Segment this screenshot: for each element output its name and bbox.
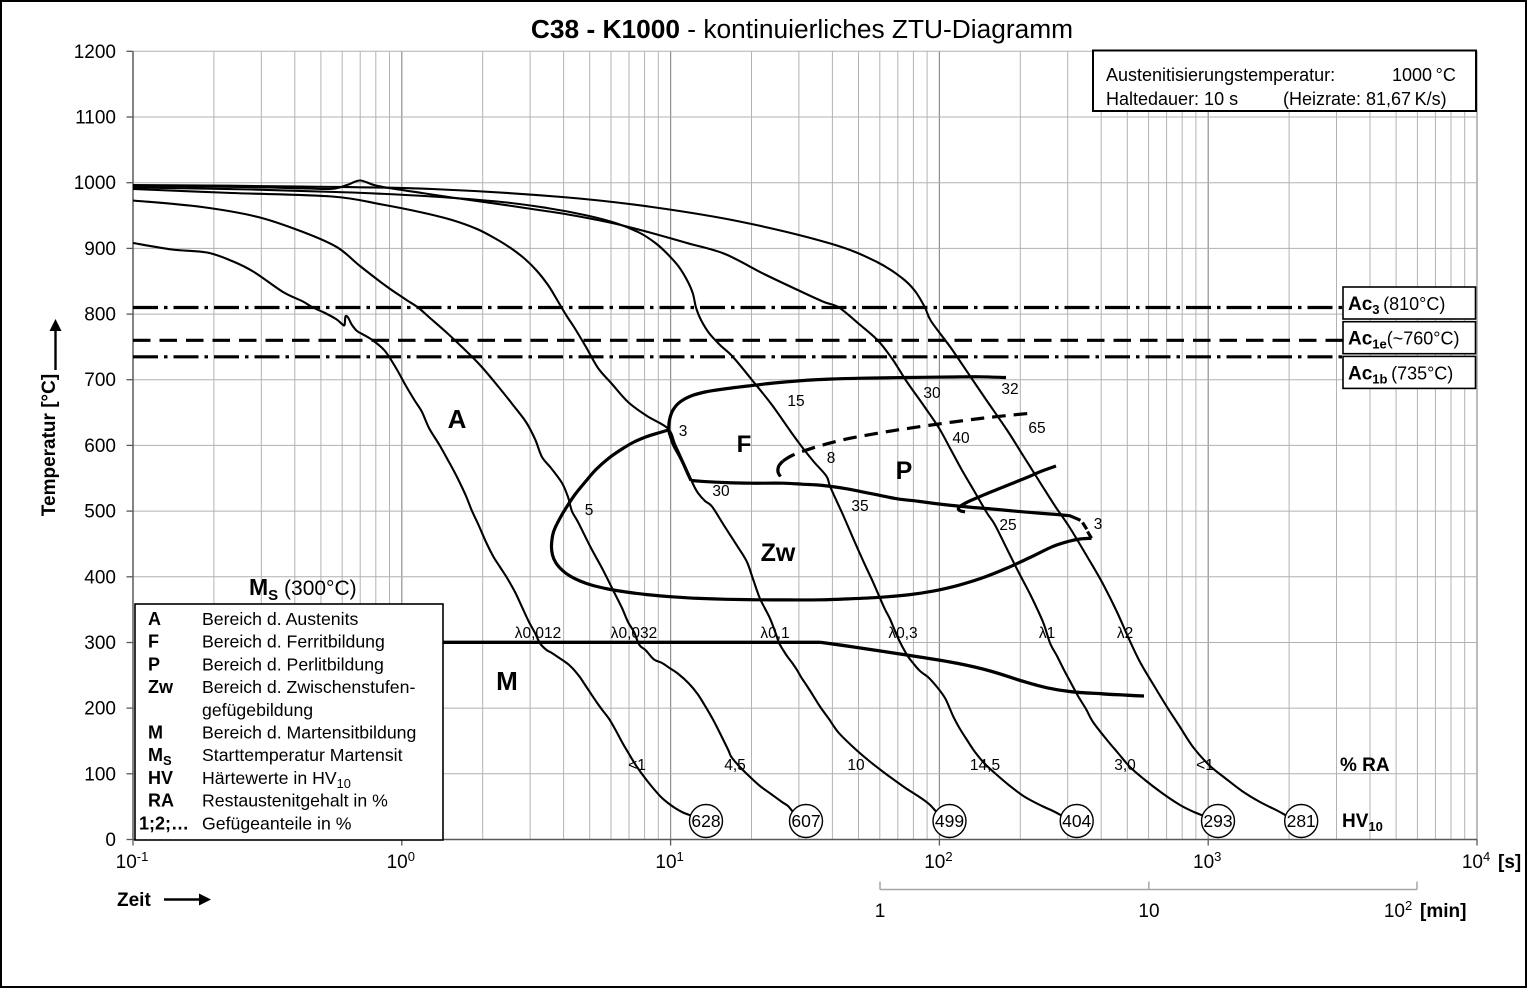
svg-text:300: 300 (84, 633, 116, 654)
svg-text:Ac3 (810°C): Ac3 (810°C) (1348, 294, 1445, 317)
svg-text:(Heizrate: 81,67 K/s): (Heizrate: 81,67 K/s) (1283, 89, 1447, 109)
svg-text:65: 65 (1028, 420, 1045, 437)
svg-text:λ0,032: λ0,032 (611, 625, 658, 642)
svg-text:F: F (737, 431, 752, 458)
svg-text:Bereich d. Zwischenstufen-: Bereich d. Zwischenstufen- (202, 677, 415, 697)
svg-text:Bereich d. Martensitbildung: Bereich d. Martensitbildung (202, 723, 416, 743)
svg-text:40: 40 (952, 430, 970, 447)
svg-text:Ac1e(~760°C): Ac1e(~760°C) (1348, 329, 1460, 352)
svg-text:101: 101 (655, 849, 683, 873)
svg-text:HV: HV (148, 768, 173, 788)
svg-text:Temperatur [°C]: Temperatur [°C] (39, 374, 60, 516)
svg-text:Haltedauer: 10 s: Haltedauer: 10 s (1106, 89, 1238, 109)
svg-text:281: 281 (1287, 811, 1316, 831)
svg-text:Ac1b (735°C): Ac1b (735°C) (1348, 363, 1453, 386)
svg-text:P: P (896, 457, 913, 485)
svg-text:900: 900 (84, 239, 116, 260)
svg-text:RA: RA (148, 791, 174, 811)
svg-text:35: 35 (851, 498, 868, 515)
svg-text:λ1: λ1 (1039, 625, 1055, 642)
svg-text:λ2: λ2 (1117, 625, 1133, 642)
svg-text:800: 800 (84, 305, 116, 326)
svg-text:102: 102 (924, 849, 952, 873)
svg-text:1;2;…: 1;2;… (139, 813, 189, 833)
svg-text:3: 3 (1094, 516, 1103, 533)
svg-text:Zw: Zw (148, 677, 174, 697)
svg-text:Austenitisierungstemperatur:: Austenitisierungstemperatur: (1106, 65, 1335, 85)
svg-text:% RA: % RA (1340, 755, 1390, 776)
svg-text:Bereich d. Perlitbildung: Bereich d. Perlitbildung (202, 654, 384, 674)
svg-text:0: 0 (105, 830, 116, 851)
svg-text:Bereich d. Ferritbildung: Bereich d. Ferritbildung (202, 632, 385, 652)
svg-text:700: 700 (84, 370, 116, 391)
svg-text:3,0: 3,0 (1114, 757, 1136, 774)
svg-text:Zw: Zw (761, 539, 796, 567)
svg-text:404: 404 (1062, 811, 1091, 831)
svg-text:[s]: [s] (1498, 852, 1521, 873)
svg-text:3: 3 (679, 423, 688, 440)
svg-text:MS (300°C): MS (300°C) (249, 574, 357, 604)
svg-text:293: 293 (1203, 811, 1232, 831)
svg-text:gefügebildung: gefügebildung (202, 700, 313, 720)
svg-text:1000 °C: 1000 °C (1392, 65, 1456, 85)
svg-text:A: A (448, 404, 467, 434)
svg-text:F: F (148, 632, 159, 652)
svg-text:600: 600 (84, 436, 116, 457)
svg-text:1200: 1200 (74, 42, 116, 63)
svg-text:5: 5 (585, 502, 594, 519)
svg-text:25: 25 (999, 517, 1016, 534)
svg-text:P: P (148, 654, 160, 674)
svg-text:30: 30 (712, 483, 730, 500)
svg-text:500: 500 (84, 502, 116, 523)
svg-text:628: 628 (691, 811, 720, 831)
svg-text:8: 8 (827, 450, 836, 467)
svg-text:30: 30 (923, 385, 941, 402)
svg-text:M: M (148, 723, 163, 743)
svg-text:λ0,3: λ0,3 (888, 625, 917, 642)
svg-text:Bereich d. Austenits: Bereich d. Austenits (202, 609, 358, 629)
svg-text:Starttemperatur Martensit: Starttemperatur Martensit (202, 745, 403, 765)
svg-text:102: 102 (1384, 898, 1412, 922)
svg-text:A: A (148, 609, 161, 629)
svg-text:λ0,012: λ0,012 (515, 625, 562, 642)
svg-text:400: 400 (84, 567, 116, 588)
svg-text:[min]: [min] (1420, 901, 1466, 922)
svg-text:HV10: HV10 (1342, 811, 1383, 834)
svg-text:10: 10 (1138, 901, 1159, 922)
svg-text:Restaustenitgehalt in %: Restaustenitgehalt in % (202, 791, 388, 811)
svg-text:1000: 1000 (74, 173, 116, 194)
svg-text:10: 10 (847, 757, 865, 774)
svg-text:M: M (496, 666, 518, 696)
svg-text:14,5: 14,5 (970, 757, 1000, 774)
svg-text:103: 103 (1193, 849, 1221, 873)
svg-text:32: 32 (1001, 381, 1018, 398)
svg-text:4,5: 4,5 (724, 757, 746, 774)
svg-text:1100: 1100 (75, 108, 116, 129)
svg-text:1: 1 (875, 901, 886, 922)
svg-text:<1: <1 (628, 757, 646, 774)
svg-text:15: 15 (787, 393, 804, 410)
svg-text:200: 200 (84, 699, 116, 720)
svg-text:499: 499 (935, 811, 964, 831)
svg-text:Zeit: Zeit (117, 890, 151, 911)
svg-text:Härtewerte in HV10: Härtewerte in HV10 (202, 768, 351, 791)
svg-text:100: 100 (84, 764, 116, 785)
svg-text:104: 104 (1462, 849, 1490, 873)
svg-text:Gefügeanteile in %: Gefügeanteile in % (202, 813, 352, 833)
svg-text:10-1: 10-1 (116, 849, 149, 873)
svg-text:C38 - K1000 - kontinuierliches: C38 - K1000 - kontinuierliches ZTU-Diagr… (531, 14, 1073, 44)
svg-text:100: 100 (387, 849, 415, 873)
svg-text:<1: <1 (1196, 757, 1214, 774)
svg-text:607: 607 (791, 811, 820, 831)
svg-text:λ0,1: λ0,1 (760, 625, 789, 642)
